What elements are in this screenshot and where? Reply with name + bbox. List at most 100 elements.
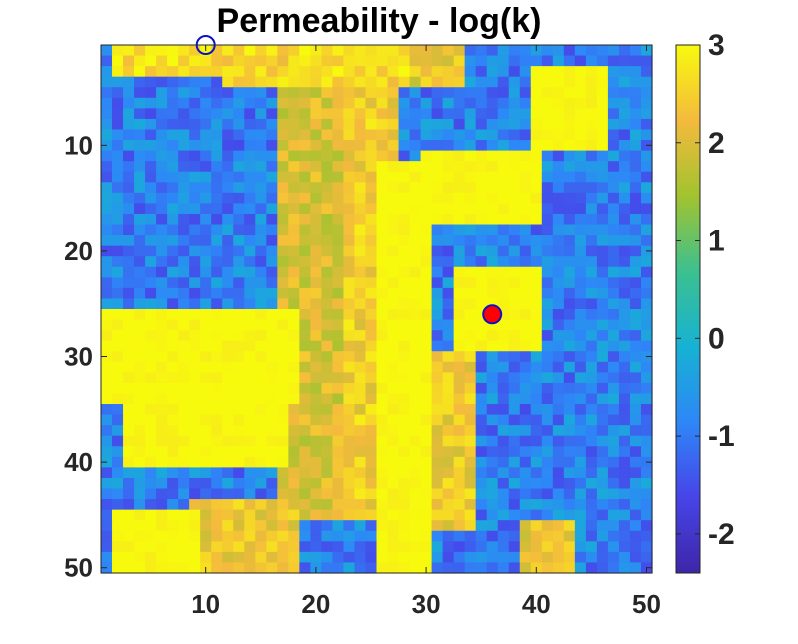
- heatmap-cell: [629, 213, 642, 226]
- heatmap-cell: [640, 298, 653, 310]
- heatmap-cell: [145, 330, 157, 342]
- heatmap-cell: [365, 140, 378, 152]
- heatmap-cell: [145, 488, 157, 500]
- heatmap-cell: [200, 446, 212, 458]
- heatmap-cell: [563, 330, 576, 342]
- heatmap-cell: [178, 477, 190, 490]
- heatmap-cell: [387, 551, 400, 564]
- heatmap-cell: [244, 467, 256, 479]
- heatmap-cell: [244, 446, 256, 458]
- heatmap-cell: [244, 551, 256, 564]
- heatmap-cell: [244, 477, 256, 490]
- heatmap-cell: [222, 66, 234, 78]
- heatmap-cell: [519, 118, 532, 131]
- heatmap-cell: [640, 467, 653, 479]
- heatmap-cell: [574, 66, 587, 78]
- heatmap-cell: [519, 551, 532, 564]
- heatmap-cell: [167, 467, 179, 479]
- heatmap-cell: [123, 562, 135, 574]
- heatmap-cell: [563, 319, 576, 331]
- heatmap-cell: [200, 372, 212, 384]
- heatmap-cell: [420, 541, 433, 553]
- heatmap-cell: [420, 97, 433, 109]
- heatmap-cell: [211, 224, 223, 236]
- heatmap-cell: [596, 541, 609, 553]
- heatmap-cell: [596, 361, 609, 373]
- heatmap-cell: [541, 171, 554, 183]
- heatmap-cell: [310, 372, 322, 384]
- heatmap-cell: [387, 97, 400, 109]
- heatmap-cell: [354, 309, 367, 321]
- heatmap-cell: [629, 551, 642, 564]
- heatmap-cell: [145, 150, 157, 162]
- heatmap-cell: [332, 393, 345, 405]
- heatmap-cell: [156, 66, 168, 78]
- heatmap-cell: [585, 361, 598, 373]
- heatmap-cell: [618, 45, 631, 57]
- heatmap-cell: [145, 108, 157, 120]
- heatmap-cell: [233, 213, 245, 226]
- heatmap-cell: [475, 393, 488, 405]
- heatmap-cell: [200, 541, 212, 553]
- heatmap-cell: [365, 118, 378, 131]
- heatmap-cell: [123, 488, 135, 500]
- heatmap-cell: [596, 45, 609, 57]
- heatmap-cell: [299, 298, 311, 310]
- heatmap-cell: [596, 245, 609, 257]
- heatmap-cell: [607, 277, 620, 289]
- heatmap-cell: [541, 446, 554, 458]
- heatmap-cell: [431, 382, 444, 395]
- heatmap-cell: [530, 382, 543, 395]
- heatmap-cell: [563, 499, 576, 511]
- heatmap-cell: [563, 76, 576, 88]
- heatmap-cell: [563, 55, 576, 67]
- heatmap-cell: [167, 393, 179, 405]
- heatmap-cell: [310, 319, 322, 331]
- heatmap-cell: [475, 108, 488, 120]
- heatmap-cell: [453, 213, 466, 226]
- heatmap-cell: [134, 340, 146, 352]
- heatmap-cell: [343, 235, 356, 247]
- heatmap-cell: [442, 266, 455, 278]
- heatmap-cell: [255, 87, 267, 99]
- heatmap-cell: [497, 150, 510, 162]
- heatmap-cell: [431, 446, 444, 458]
- heatmap-cell: [101, 55, 113, 67]
- heatmap-cell: [563, 309, 576, 321]
- heatmap-cell: [618, 446, 631, 458]
- heatmap-cell: [464, 45, 477, 57]
- heatmap-cell: [563, 171, 576, 183]
- heatmap-cell: [134, 192, 146, 204]
- heatmap-cell: [134, 76, 146, 88]
- heatmap-cell: [530, 372, 543, 384]
- heatmap-cell: [332, 245, 345, 257]
- heatmap-cell: [475, 266, 488, 278]
- heatmap-cell: [244, 499, 256, 511]
- heatmap-cell: [596, 499, 609, 511]
- heatmap-cell: [244, 45, 256, 57]
- heatmap-cell: [299, 562, 311, 574]
- heatmap-cell: [255, 340, 267, 352]
- heatmap-cell: [288, 182, 300, 194]
- heatmap-cell: [277, 351, 289, 363]
- heatmap-cell: [266, 530, 278, 542]
- heatmap-cell: [420, 330, 433, 342]
- heatmap-cell: [431, 55, 444, 67]
- heatmap-cell: [387, 456, 400, 468]
- heatmap-cell: [409, 298, 422, 310]
- heatmap-cell: [376, 530, 389, 542]
- heatmap-cell: [464, 477, 477, 490]
- heatmap-cell: [530, 161, 543, 173]
- heatmap-cell: [321, 182, 334, 194]
- heatmap-cell: [497, 520, 510, 532]
- heatmap-cell: [475, 129, 488, 141]
- heatmap-cell: [321, 298, 334, 310]
- heatmap-cell: [376, 562, 389, 574]
- heatmap-cell: [310, 287, 322, 300]
- heatmap-cell: [409, 256, 422, 268]
- heatmap-cell: [255, 97, 267, 109]
- heatmap-cell: [453, 266, 466, 278]
- heatmap-cell: [167, 499, 179, 511]
- heatmap-cell: [409, 467, 422, 479]
- heatmap-cell: [387, 340, 400, 352]
